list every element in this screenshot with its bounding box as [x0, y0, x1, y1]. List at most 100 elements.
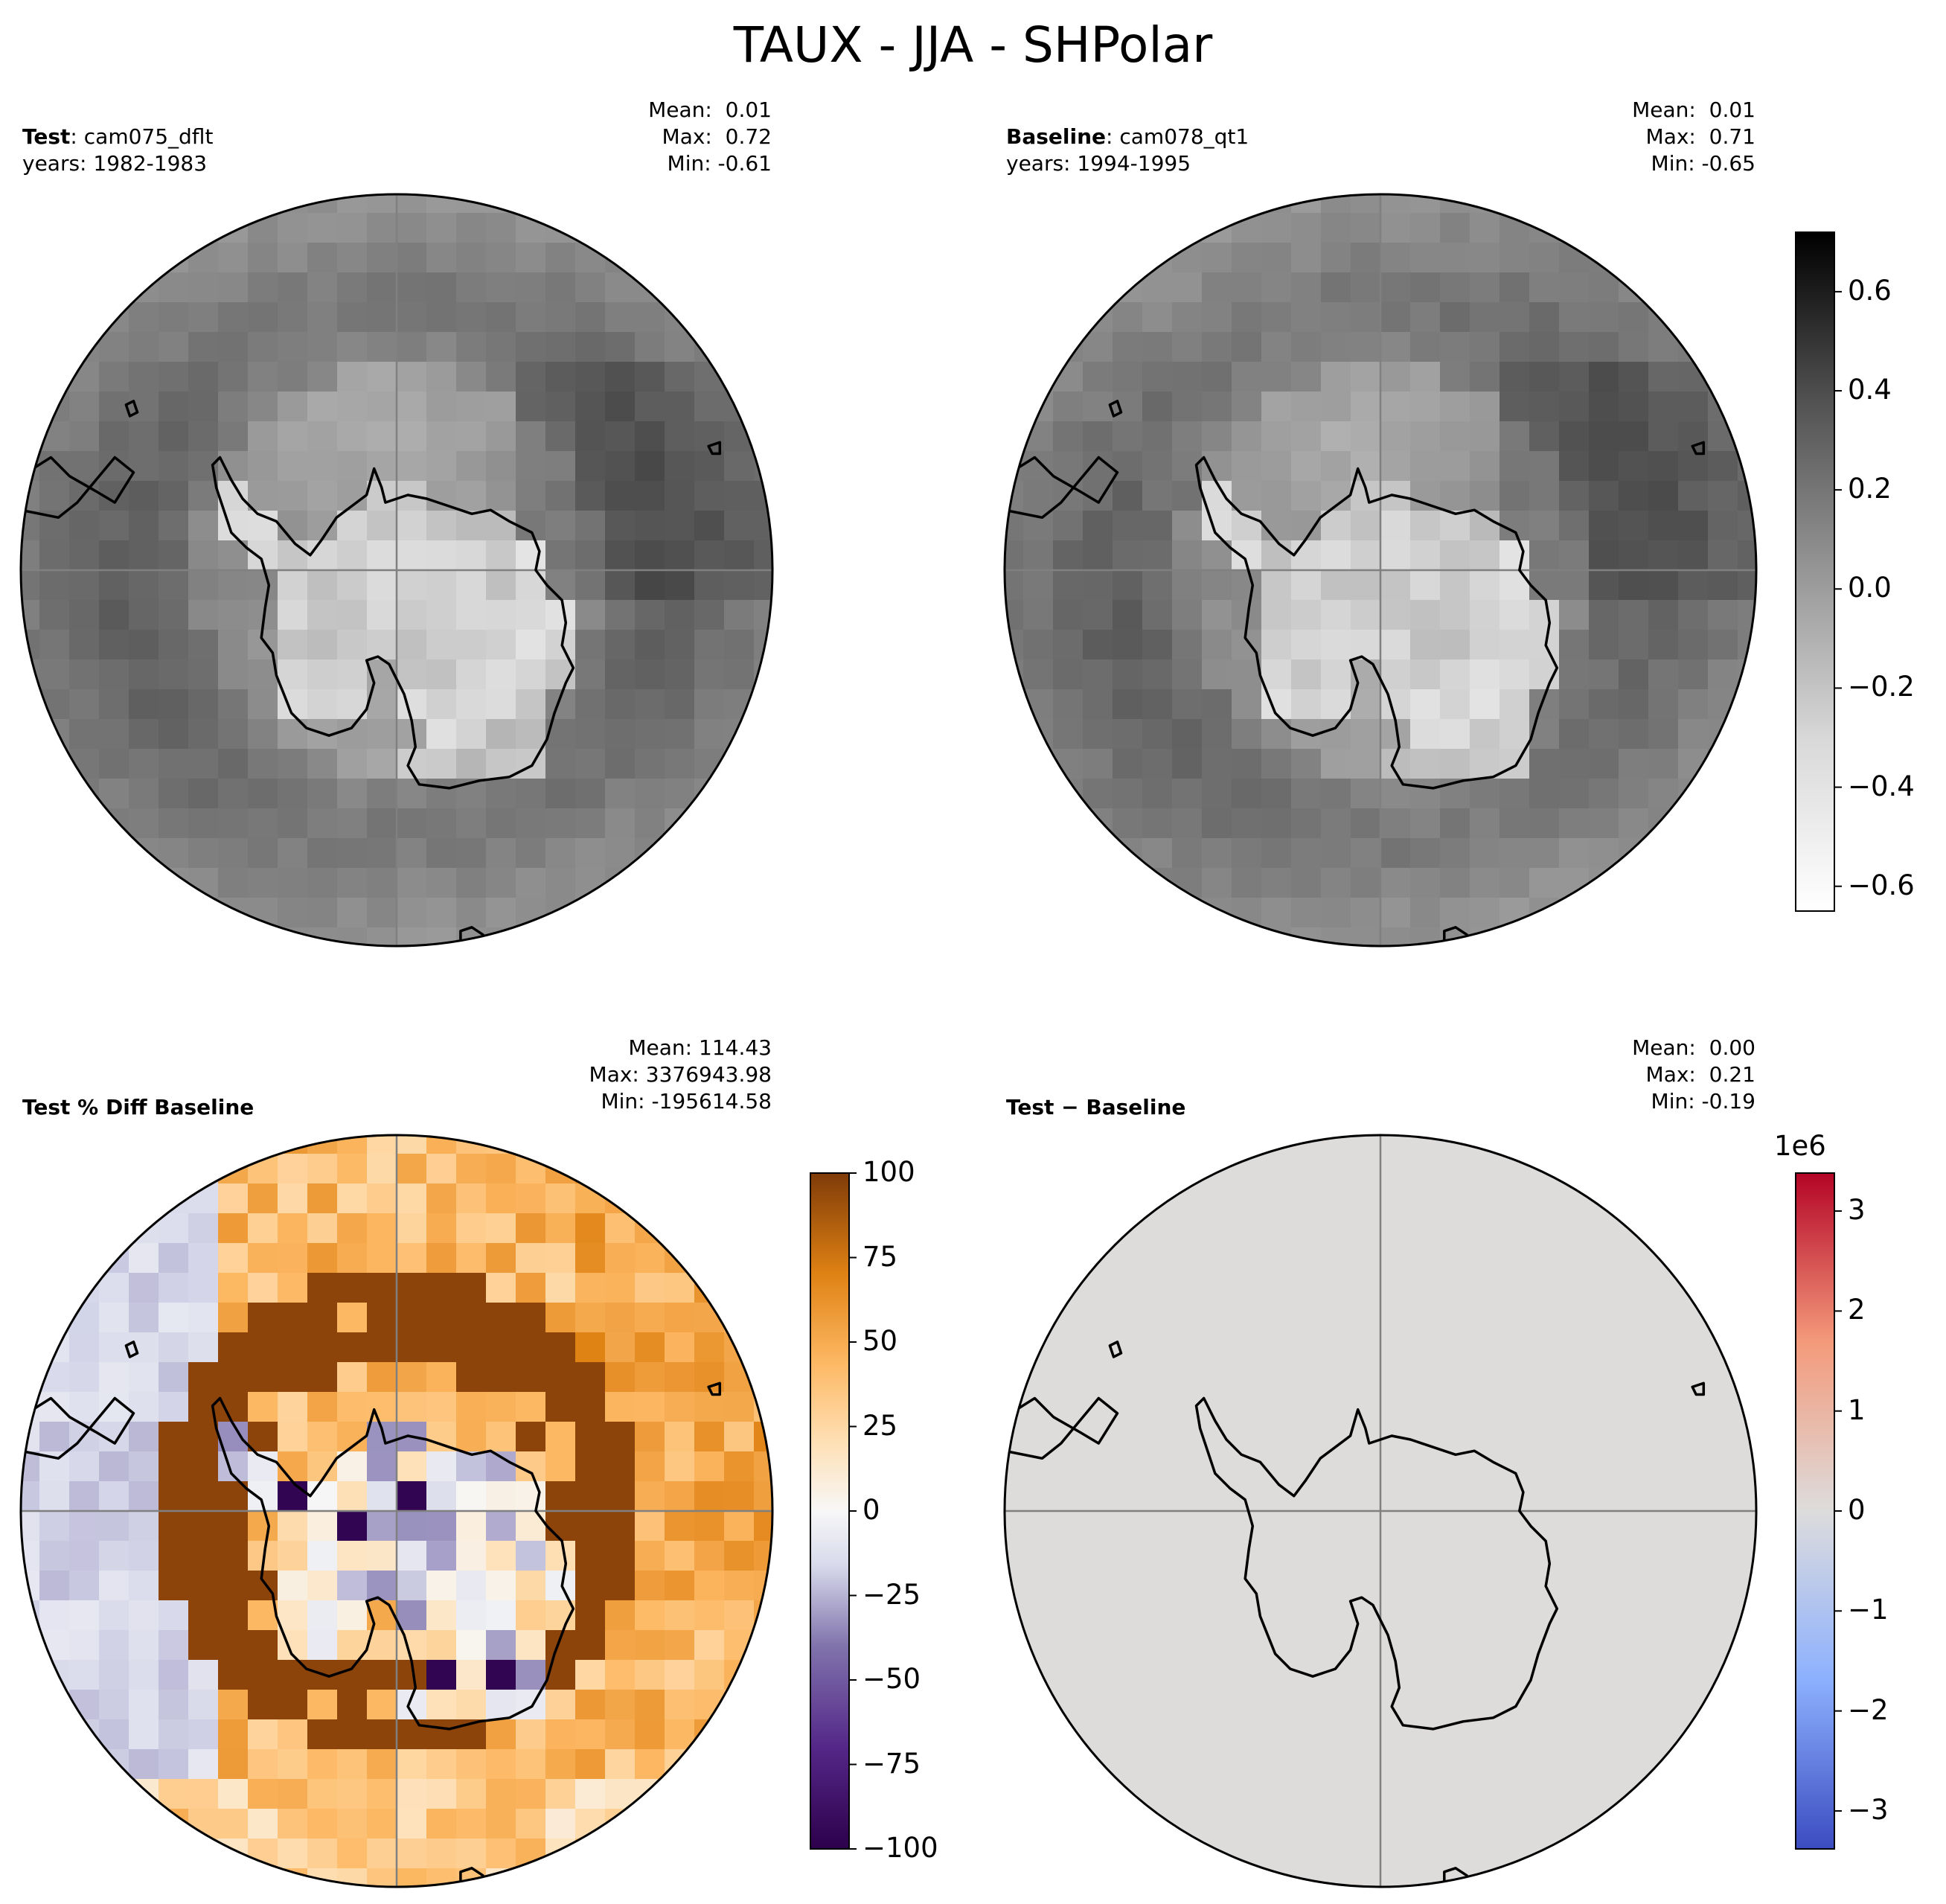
map-cell	[129, 1392, 159, 1422]
map-cell	[1410, 511, 1441, 541]
map-cell	[575, 481, 606, 511]
map-cell	[129, 1422, 159, 1452]
map-cell	[575, 1392, 606, 1422]
map-cell	[665, 332, 695, 362]
pctdiff-stats: Mean: 114.43 Max: 3376943.98 Min: -19561…	[589, 1035, 772, 1115]
map-cell	[337, 659, 368, 690]
map-cell	[1559, 689, 1590, 720]
map-cell	[1142, 392, 1173, 422]
map-cell	[545, 362, 576, 392]
map-cell	[1589, 421, 1619, 452]
map-cell	[1708, 540, 1738, 571]
map-cell	[486, 600, 516, 630]
map-cell	[1648, 392, 1679, 422]
map-cell	[665, 630, 695, 660]
map-cell	[337, 749, 368, 779]
map-cell	[218, 1719, 249, 1750]
map-cell	[605, 779, 636, 809]
map-cell	[248, 302, 278, 333]
map-cell	[188, 481, 219, 511]
map-cell	[1589, 808, 1619, 839]
map-cell	[575, 451, 606, 482]
map-cell	[486, 332, 516, 362]
map-cell	[1648, 332, 1679, 362]
map-cell	[1440, 838, 1470, 869]
colorbar-tick-label: 0	[1848, 1494, 1866, 1526]
map-cell	[486, 570, 516, 601]
map-cell	[1470, 481, 1500, 511]
colorbar-tick-label: 2	[1848, 1294, 1866, 1326]
map-cell	[1083, 570, 1113, 601]
map-cell	[665, 1392, 695, 1422]
map-cell	[1202, 392, 1232, 422]
map-cell	[426, 421, 457, 452]
map-cell	[39, 1481, 70, 1512]
map-cell	[1380, 511, 1411, 541]
map-cell	[1232, 451, 1262, 482]
map-cell	[218, 808, 249, 839]
map-cell	[1529, 540, 1560, 571]
map-cell	[278, 392, 308, 422]
map-cell	[397, 392, 427, 422]
map-cell	[1470, 362, 1500, 392]
map-cell	[307, 1332, 338, 1363]
map-cell	[397, 1571, 427, 1601]
baseline-header: Baseline: cam078_qt1 years: 1994-1995	[1006, 124, 1249, 176]
map-cell	[1232, 481, 1262, 511]
map-cell	[188, 272, 219, 303]
map-cell	[486, 1511, 516, 1542]
map-cell	[1678, 600, 1709, 630]
map-cell	[426, 1719, 457, 1750]
map-cell	[665, 1660, 695, 1690]
map-cell	[39, 362, 70, 392]
map-cell	[605, 511, 636, 541]
map-boundary	[19, 1134, 774, 1888]
map-cell	[486, 1571, 516, 1601]
map-cell	[1708, 570, 1738, 601]
map-cell	[21, 1511, 40, 1542]
map-cell	[605, 1660, 636, 1690]
map-cell	[1499, 421, 1530, 452]
map-cell	[456, 570, 487, 601]
map-cell	[1440, 600, 1470, 630]
map-cell	[307, 689, 338, 720]
map-cell	[1291, 302, 1322, 333]
map-cell	[516, 1600, 546, 1631]
map-cell	[605, 1213, 636, 1244]
map-cell	[635, 630, 665, 660]
map-cell	[1291, 808, 1322, 839]
map-cell	[218, 779, 249, 809]
map-cell	[545, 1541, 576, 1571]
map-cell	[278, 481, 308, 511]
map-cell	[516, 1303, 546, 1333]
map-cell	[1291, 927, 1322, 946]
map-cell	[516, 1422, 546, 1452]
map-cell	[1261, 421, 1292, 452]
map-cell	[1380, 600, 1411, 630]
map-cell	[724, 570, 755, 601]
map-cell	[1142, 511, 1173, 541]
map-cell	[1291, 570, 1322, 601]
map-cell	[486, 1213, 516, 1244]
map-cell	[248, 481, 278, 511]
map-cell	[278, 1362, 308, 1393]
map-cell	[754, 421, 772, 452]
map-cell	[754, 481, 772, 511]
map-cell	[516, 1690, 546, 1720]
map-cell	[1499, 868, 1530, 898]
map-cell	[188, 1630, 219, 1661]
map-cell	[367, 1690, 397, 1720]
map-cell	[1291, 689, 1322, 720]
map-cell	[1351, 362, 1381, 392]
map-cell	[1529, 749, 1560, 779]
pctdiff-header: Test % Diff Baseline	[22, 1094, 254, 1121]
map-cell	[575, 511, 606, 541]
map-cell	[307, 1719, 338, 1750]
map-cell	[665, 659, 695, 690]
map-cell	[605, 630, 636, 660]
map-cell	[367, 1303, 397, 1333]
map-cell	[1202, 808, 1232, 839]
map-cell	[1470, 749, 1500, 779]
map-cell	[1291, 600, 1322, 630]
map-cell	[188, 1511, 219, 1542]
